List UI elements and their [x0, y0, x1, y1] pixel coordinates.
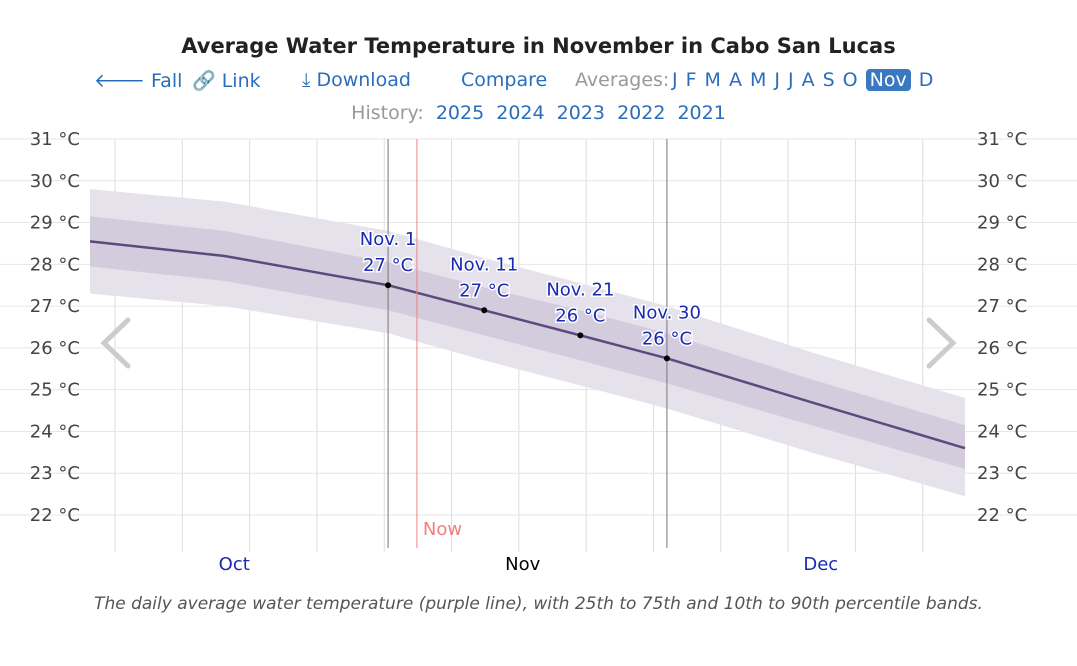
month-link-0[interactable]: J [672, 69, 678, 91]
fall-link[interactable]: 🡐 Fall [94, 70, 183, 92]
annotation-date: Nov. 1 [360, 229, 417, 250]
y-tick-label-left: 27 °C [30, 296, 80, 317]
month-link-2[interactable]: M [704, 69, 721, 91]
month-links: J F M A M J J A S O Nov D [672, 69, 933, 91]
nav-bar: 🡐 Fall 🔗 Link ⤓ Download Compare Average… [0, 69, 1077, 95]
data-point [481, 307, 488, 314]
average-line [89, 240, 966, 450]
y-tick-label-left: 25 °C [30, 380, 80, 401]
temperature-chart: 22 °C 22 °C 23 °C 23 °C 24 °C 24 °C 25 °C 25 °C… [0, 129, 1077, 575]
data-point [385, 282, 392, 289]
now-label: Now [423, 519, 462, 540]
month-link-1[interactable]: F [685, 69, 697, 91]
download-label: Download [316, 69, 411, 91]
x-axis-label: Dec [803, 554, 838, 575]
history-2023[interactable]: 2023 [556, 102, 606, 124]
y-tick-label-left: 31 °C [30, 129, 80, 150]
history-2021[interactable]: 2021 [677, 102, 726, 124]
annotation-date: Nov. 21 [546, 279, 614, 300]
history-2024[interactable]: 2024 [496, 102, 545, 124]
month-link-3[interactable]: A [728, 69, 742, 91]
month-link-8[interactable]: S [822, 69, 835, 91]
y-tick-label-left: 30 °C [30, 171, 80, 192]
y-tick-label-left: 28 °C [30, 254, 80, 275]
link-icon: 🔗 [192, 70, 216, 92]
y-tick-label-left: 23 °C [30, 463, 80, 484]
history-2022[interactable]: 2022 [617, 102, 666, 124]
annotation-date: Nov. 30 [633, 302, 701, 323]
y-tick-label-right: 28 °C [977, 254, 1027, 275]
download-icon: ⤓ [302, 69, 311, 91]
y-tick-label-left: 24 °C [30, 421, 80, 442]
averages-label: Averages: [575, 69, 670, 91]
month-link-6[interactable]: J [787, 69, 794, 91]
annotation-value: 27 °C [363, 255, 413, 276]
x-axis-label: Nov [505, 554, 540, 575]
page-title: Average Water Temperature in November in… [181, 34, 896, 58]
month-link-5[interactable]: J [774, 69, 780, 91]
data-point [577, 332, 584, 339]
history-2025[interactable]: 2025 [435, 102, 485, 124]
history-bar: History: 2025 2024 2023 2022 2021 [0, 102, 1077, 124]
y-tick-label-right: 22 °C [977, 505, 1027, 526]
fall-label: Fall [151, 70, 183, 92]
annotation-value: 26 °C [642, 328, 692, 349]
download-button[interactable]: ⤓ Download [302, 69, 411, 91]
y-tick-label-right: 27 °C [977, 296, 1027, 317]
month-link-4[interactable]: M [749, 69, 767, 91]
chart-caption: The daily average water temperature (pur… [94, 594, 983, 614]
y-tick-label-right: 24 °C [977, 421, 1027, 442]
y-tick-label-left: 29 °C [30, 213, 80, 234]
y-tick-label-right: 31 °C [977, 129, 1027, 150]
month-link-11[interactable]: D [918, 69, 934, 91]
y-tick-label-right: 25 °C [977, 380, 1027, 401]
y-tick-label-right: 23 °C [977, 463, 1027, 484]
compare-link[interactable]: Compare [461, 69, 548, 91]
next-chevron-icon[interactable] [926, 317, 957, 369]
month-link-7[interactable]: A [801, 69, 815, 91]
annotation-date: Nov. 11 [450, 254, 518, 275]
history-label: History: [351, 102, 424, 124]
y-tick-label-left: 22 °C [30, 505, 80, 526]
band-25-75 [90, 216, 965, 470]
y-tick-label-right: 26 °C [977, 338, 1027, 359]
y-tick-label-right: 30 °C [977, 171, 1027, 192]
month-link-10[interactable]: Nov [865, 69, 911, 91]
link-button[interactable]: 🔗 Link [192, 69, 261, 92]
y-tick-label-right: 29 °C [977, 213, 1027, 234]
annotation-value: 27 °C [459, 280, 509, 301]
y-tick-label-left: 26 °C [30, 338, 80, 359]
link-label: Link [221, 70, 261, 92]
annotation-value: 26 °C [555, 305, 605, 326]
previous-chevron-icon[interactable] [100, 317, 131, 369]
month-link-9[interactable]: O [842, 69, 858, 91]
data-point [663, 355, 670, 362]
x-axis-label: Oct [219, 554, 250, 575]
